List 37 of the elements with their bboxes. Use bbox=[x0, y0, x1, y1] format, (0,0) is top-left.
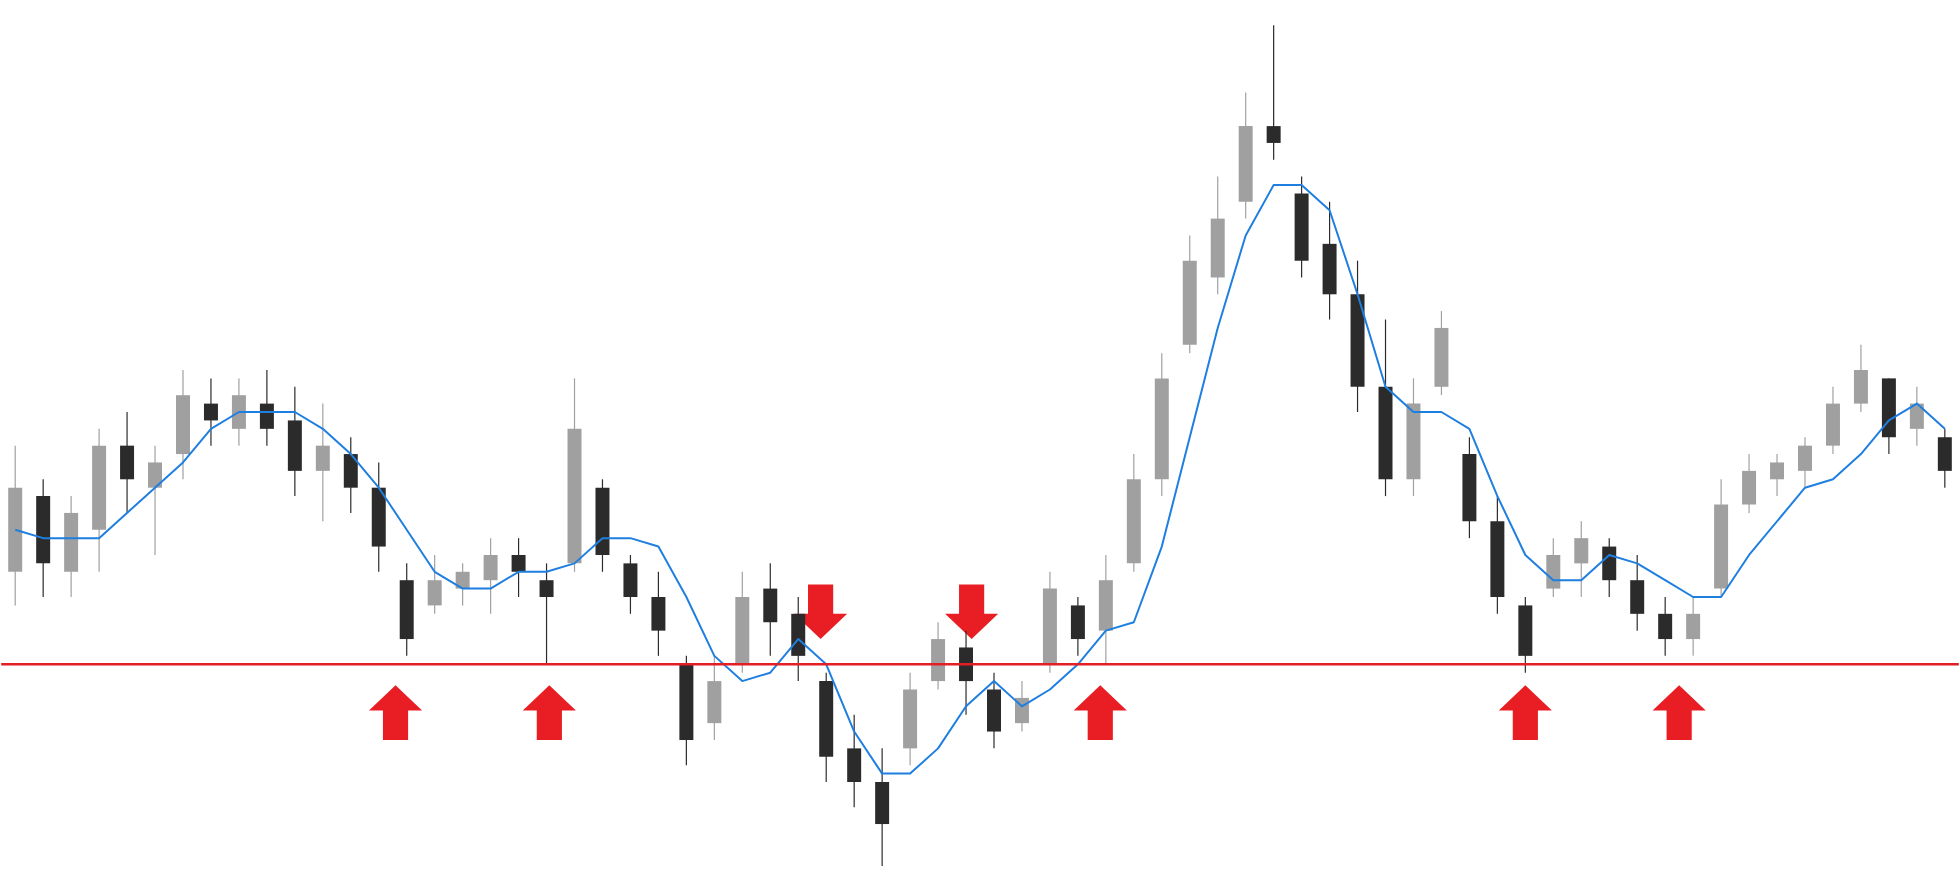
candlestick bbox=[315, 402, 330, 522]
candlestick bbox=[847, 713, 862, 808]
candlestick bbox=[1574, 520, 1589, 598]
candlestick bbox=[1546, 537, 1561, 598]
candlestick bbox=[651, 570, 666, 657]
candlestick bbox=[1630, 553, 1645, 631]
candlestick bbox=[1798, 436, 1812, 488]
candlestick bbox=[791, 595, 806, 682]
candlestick bbox=[763, 562, 778, 657]
candlestick bbox=[343, 436, 358, 514]
candlestick bbox=[483, 537, 498, 614]
candlestick bbox=[148, 444, 163, 556]
candlestick bbox=[1937, 427, 1952, 488]
candlestick bbox=[1266, 24, 1281, 160]
candlestick bbox=[931, 621, 946, 690]
candlestick bbox=[1770, 453, 1785, 497]
candlestick bbox=[511, 537, 526, 598]
candlestick bbox=[231, 377, 246, 446]
candlestick bbox=[987, 671, 1001, 749]
candlestick bbox=[1853, 343, 1868, 413]
candlestick bbox=[1825, 385, 1840, 455]
candlestick bbox=[1909, 385, 1924, 446]
candlestick bbox=[455, 562, 470, 606]
candlestick bbox=[427, 553, 442, 614]
candlestick bbox=[120, 410, 135, 514]
candlestick bbox=[259, 368, 274, 446]
candlestick bbox=[959, 629, 974, 715]
candlestick bbox=[1686, 595, 1701, 657]
candlestick bbox=[875, 747, 890, 867]
candlestick bbox=[707, 654, 722, 741]
candlestick bbox=[1742, 453, 1757, 514]
candlestick bbox=[1602, 537, 1617, 598]
candlestick bbox=[1070, 595, 1085, 657]
candlestick bbox=[203, 377, 218, 446]
candlestick bbox=[1658, 595, 1673, 657]
candlestick bbox=[623, 553, 638, 614]
candlestick bbox=[539, 562, 554, 665]
